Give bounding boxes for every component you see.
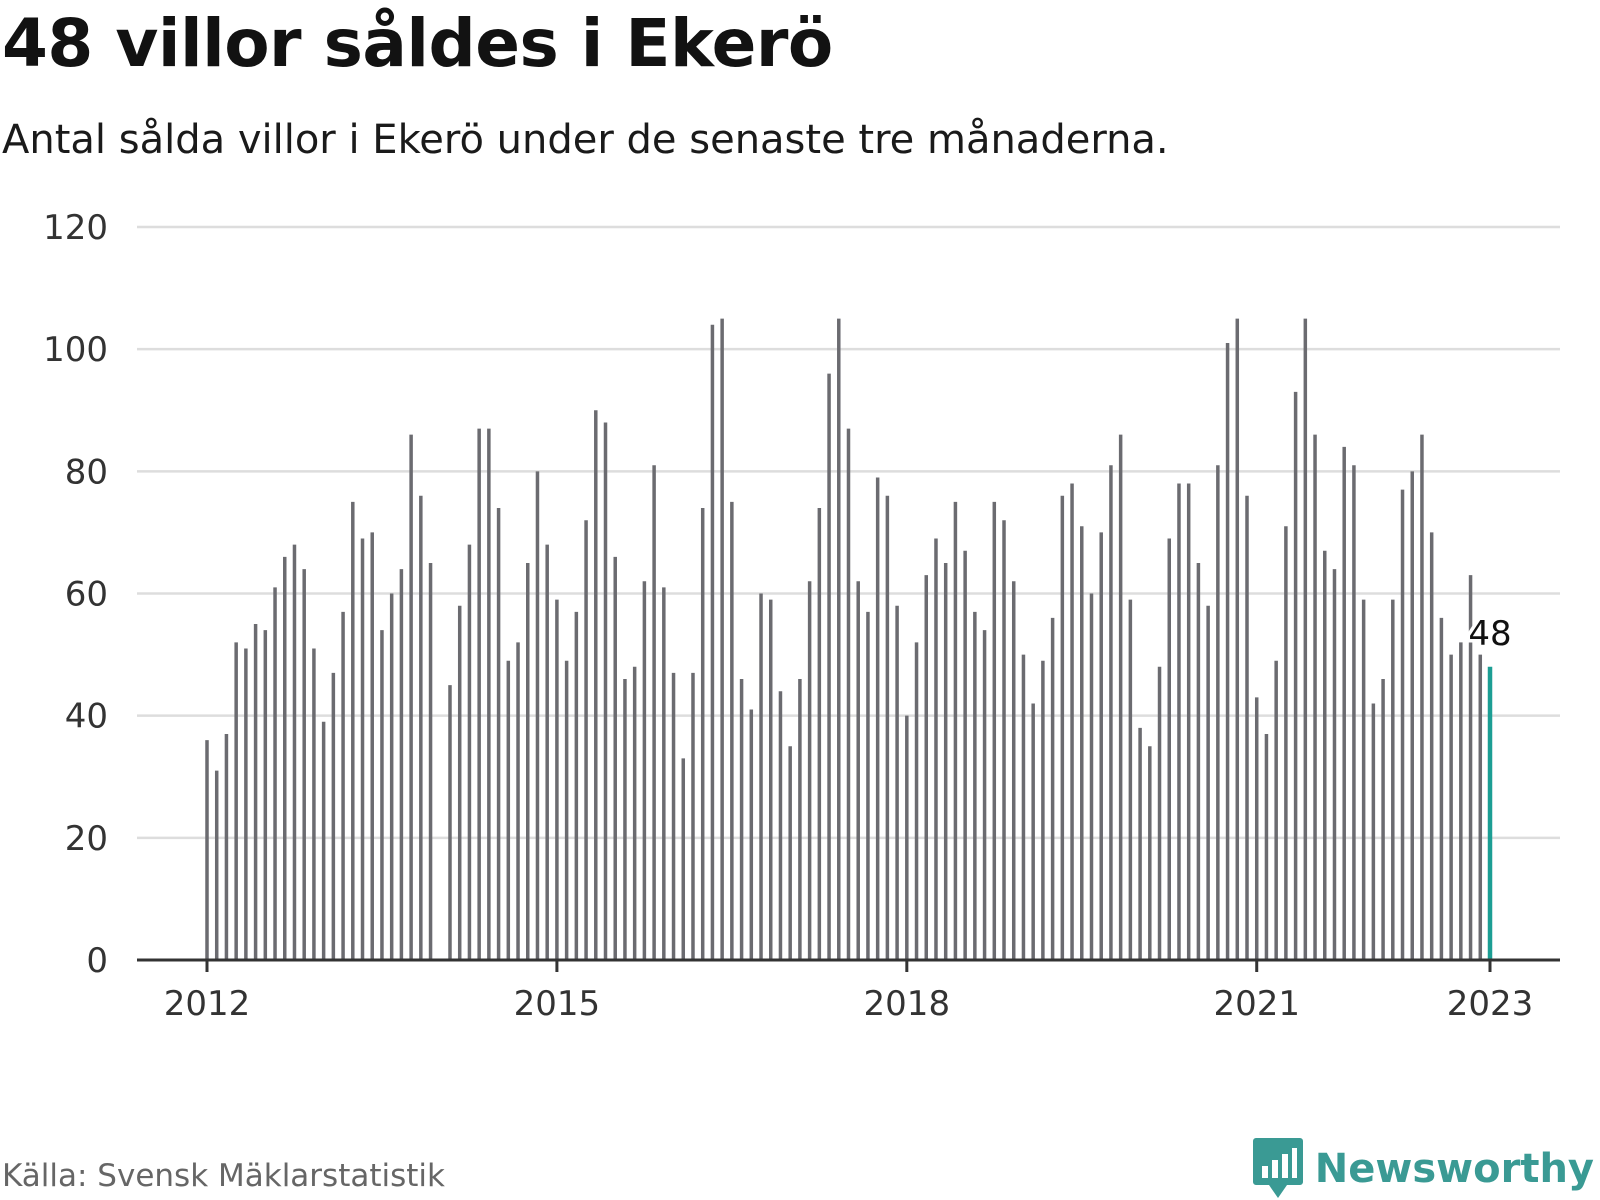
y-tick-label: 60 (65, 575, 108, 615)
x-tick-label: 2018 (864, 984, 951, 1020)
brand-name: Newsworthy (1314, 1146, 1594, 1192)
highlight-value-label: 48 (1468, 614, 1511, 654)
x-tick-label: 2023 (1447, 984, 1534, 1020)
bars (205, 318, 1493, 960)
axes: 0 20 40 60 80 100 120 2012 2015 2018 2021 2023 48 (43, 208, 1560, 1020)
bar-chart-speech-bubble-icon (1252, 1138, 1303, 1198)
y-tick-label: 0 (86, 941, 108, 981)
bar-chart: 0 20 40 60 80 100 120 2012 2015 2018 2021 2023 48 (43, 208, 1560, 1020)
x-tick-label: 2021 (1213, 984, 1300, 1020)
y-tick-label: 40 (65, 697, 108, 737)
x-tick-label: 2015 (514, 984, 601, 1020)
y-tick-label: 120 (43, 208, 108, 248)
source-note: Källa: Svensk Mäklarstatistik (2, 1158, 445, 1194)
y-tick-label: 100 (43, 330, 108, 370)
page-title: 48 villor såldes i Ekerö (2, 5, 833, 82)
page-subtitle: Antal sålda villor i Ekerö under de sena… (2, 117, 1169, 163)
y-tick-label: 20 (65, 819, 108, 859)
brand-logo: Newsworthy (1252, 1138, 1594, 1200)
x-tick-label: 2012 (164, 984, 251, 1020)
y-tick-label: 80 (65, 452, 108, 492)
